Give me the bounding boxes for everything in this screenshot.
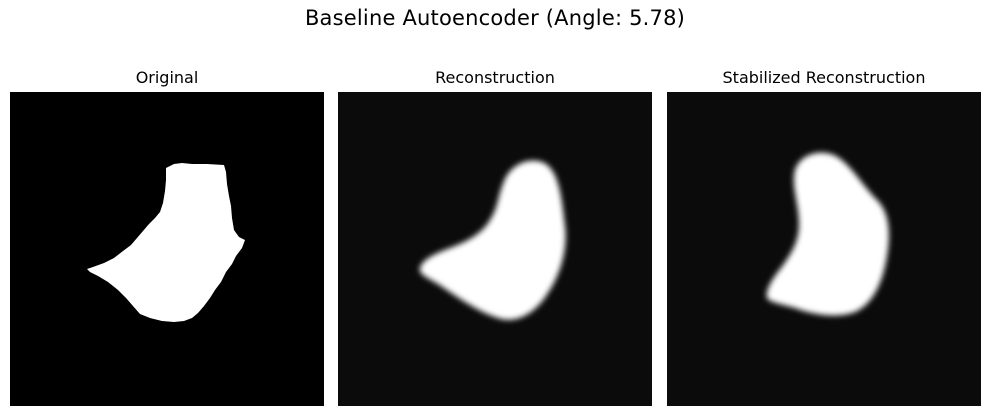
image-original — [10, 92, 324, 406]
image-reconstruction — [338, 92, 652, 406]
panel-reconstruction: Reconstruction — [338, 68, 652, 406]
panel-original: Original — [10, 68, 324, 406]
image-stabilized-reconstruction — [667, 92, 981, 406]
shape-original — [87, 163, 245, 322]
shape-reconstruction — [419, 160, 566, 320]
panel-stabilized-reconstruction: Stabilized Reconstruction — [667, 68, 981, 406]
figure-title: Baseline Autoencoder (Angle: 5.78) — [304, 6, 686, 30]
panel-title-stabilized-reconstruction: Stabilized Reconstruction — [722, 68, 926, 87]
panel-title-original: Original — [135, 68, 199, 87]
shape-stabilized-reconstruction — [766, 152, 889, 316]
panel-title-reconstruction: Reconstruction — [435, 68, 555, 87]
